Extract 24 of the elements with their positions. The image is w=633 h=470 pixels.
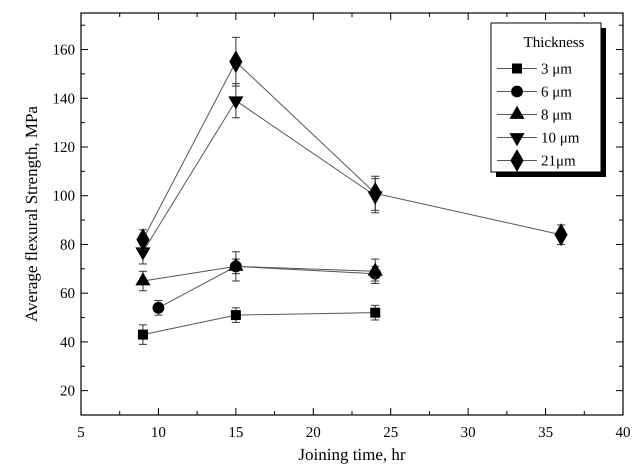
y-tick-label: 80 xyxy=(60,237,75,254)
x-tick-label: 35 xyxy=(538,425,554,441)
x-tick-label: 20 xyxy=(306,425,321,441)
y-tick-label: 40 xyxy=(60,334,75,351)
x-tick-label: 25 xyxy=(383,425,398,441)
y-tick-label: 20 xyxy=(60,384,75,400)
x-tick-label: 40 xyxy=(616,425,630,441)
x-tick-label: 10 xyxy=(150,425,166,441)
legend-label: 6 μm xyxy=(541,84,572,100)
legend-label: 21μm xyxy=(541,154,576,170)
y-tick-label: 140 xyxy=(52,91,75,108)
x-axis-title: Joining time, hr xyxy=(298,445,406,464)
y-tick-label: 120 xyxy=(52,140,75,156)
legend-title: Thickness xyxy=(524,35,585,51)
y-tick-label: 100 xyxy=(52,188,75,205)
y-tick-label: 60 xyxy=(60,286,75,302)
legend-label: 3 μm xyxy=(541,62,572,78)
y-tick-label: 160 xyxy=(52,42,75,59)
y-axis-title: Average flexural Strength, MPa xyxy=(22,106,41,322)
legend-label: 8 μm xyxy=(541,108,572,124)
x-tick-label: 5 xyxy=(77,425,85,441)
x-tick-label: 30 xyxy=(460,425,476,441)
legend-label: 10 μm xyxy=(541,130,580,146)
x-tick-label: 15 xyxy=(228,425,244,441)
